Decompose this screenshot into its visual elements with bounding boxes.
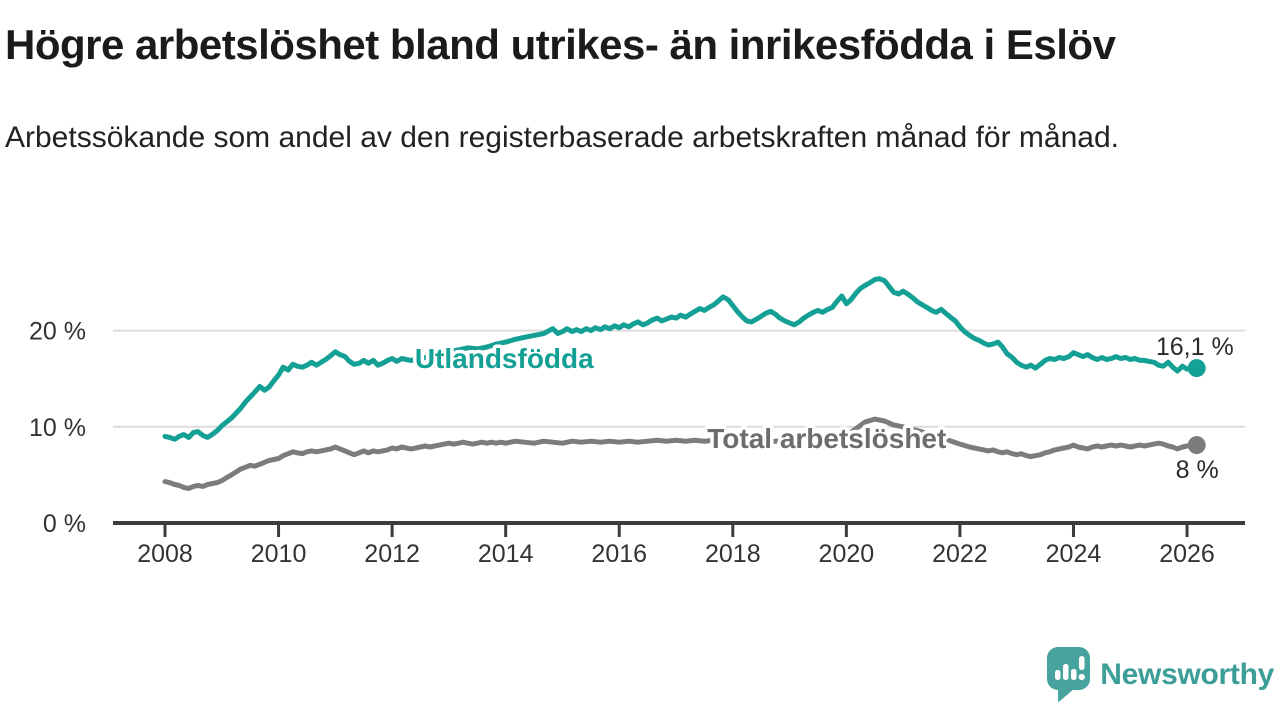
x-tick-label: 2016 [591,540,647,568]
chart-title: Högre arbetslöshet bland utrikes- än inr… [5,21,1116,68]
total-arbetsl-shet-end-value-label: 8 % [1176,456,1219,484]
newsworthy-bubble-chart-icon [1047,647,1091,702]
x-tick-label: 2024 [1046,540,1102,568]
x-tick-label: 2020 [819,540,875,568]
y-tick-label: 0 % [43,510,86,538]
x-tick-label: 2012 [364,540,420,568]
utlandsf-dda-series-label: Utlandsfödda [415,343,594,374]
x-tick-label: 2018 [705,540,761,568]
x-tick-label: 2010 [251,540,307,568]
utlandsf-dda-line [162,276,1200,442]
x-tick-label: 2026 [1159,540,1215,568]
x-tick-label: 2014 [478,540,534,568]
newsworthy-logo: Newsworthy [1046,646,1274,703]
y-tick-label: 20 % [29,318,86,346]
total-arbetsl-shet-end-dot [1187,436,1206,455]
utlandsf-dda-end-value-label: 16,1 % [1156,333,1234,361]
utlandsf-dda-end-dot [1187,359,1206,378]
y-tick-label: 10 % [29,414,86,442]
total-arbetsl-shet-series-label: Total arbetslöshet [707,423,946,454]
newsworthy-logo-text: Newsworthy [1100,657,1274,691]
chart-subtitle: Arbetssökande som andel av den registerb… [5,121,1119,154]
x-tick-label: 2008 [137,540,193,568]
x-tick-label: 2022 [932,540,988,568]
total-arbetsl-shet-line [162,416,1200,491]
